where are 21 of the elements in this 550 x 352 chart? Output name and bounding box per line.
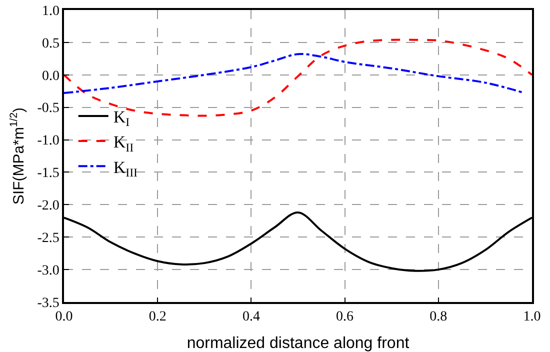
y-tick-label: 0.0 [42,68,60,84]
x-tick-label: 1.0 [523,310,541,325]
y-tick-label: -1.0 [37,134,60,149]
x-axis-title: normalized distance along front [186,335,410,352]
x-tick-label: 0.8 [430,310,448,325]
y-tick-label: -1.5 [37,166,60,182]
y-tick-label: 0.5 [42,36,60,52]
y-tick-label: -3.0 [37,263,60,278]
y-tick-label: 1.0 [42,4,60,19]
legend-label: K$_{I}$ [113,108,130,130]
x-tick-label: 0.4 [242,310,260,325]
x-tick-label: 0.2 [148,310,166,325]
legend-label: K$_{III}$ [113,158,138,180]
x-tick-label: 0.0 [55,310,73,325]
x-tick-label: 0.6 [336,310,354,325]
y-tick-label: -2.0 [37,198,60,214]
y-tick-label: -2.5 [37,231,60,246]
y-tick-label: -3.5 [37,296,60,311]
y-tick-label: -0.5 [37,101,60,116]
legend-label: K$_{II}$ [113,132,134,154]
line-series [64,53,524,94]
